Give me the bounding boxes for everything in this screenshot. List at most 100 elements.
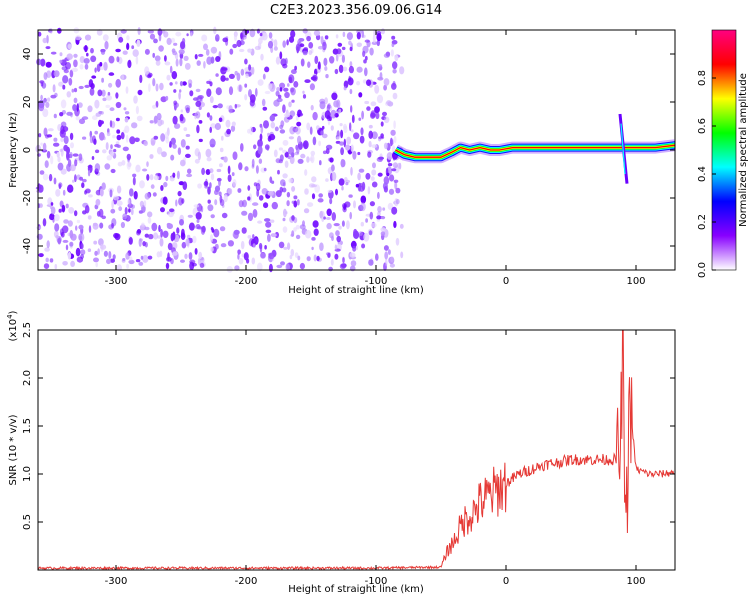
noise-speckle (257, 220, 263, 224)
noise-speckle (185, 238, 190, 247)
noise-speckle (366, 79, 372, 86)
noise-speckle (40, 58, 46, 67)
noise-speckle (132, 176, 136, 186)
noise-speckle (370, 222, 377, 228)
noise-speckle (334, 253, 339, 260)
noise-speckle (341, 46, 346, 51)
noise-speckle (297, 135, 302, 145)
noise-speckle (55, 235, 59, 239)
noise-speckle (393, 220, 397, 229)
noise-speckle (166, 223, 173, 230)
noise-speckle (383, 78, 390, 86)
noise-speckle (52, 84, 56, 93)
noise-speckle (392, 61, 398, 70)
noise-speckle (126, 42, 130, 51)
noise-speckle (157, 235, 162, 239)
noise-speckle (342, 257, 345, 264)
noise-speckle (344, 201, 351, 208)
noise-speckle (197, 95, 204, 100)
spectrogram-y-label: Frequency (Hz) (8, 112, 19, 188)
noise-speckle (160, 228, 164, 238)
noise-speckle (143, 140, 148, 147)
noise-speckle (50, 202, 54, 206)
noise-speckle (133, 95, 138, 104)
noise-speckle (350, 260, 357, 267)
noise-speckle (231, 121, 236, 127)
noise-speckle (353, 230, 360, 239)
noise-speckle (361, 30, 365, 38)
noise-speckle (334, 68, 339, 75)
noise-speckle (139, 180, 145, 189)
noise-speckle (142, 255, 149, 263)
noise-speckle (363, 59, 367, 64)
noise-speckle (283, 246, 288, 250)
noise-speckle (117, 161, 123, 167)
noise-speckle (282, 104, 286, 113)
noise-speckle (265, 229, 272, 234)
noise-speckle (106, 155, 113, 161)
noise-speckle (128, 237, 133, 245)
noise-speckle (261, 98, 266, 107)
noise-speckle (74, 159, 78, 167)
noise-speckle (78, 224, 84, 230)
noise-speckle (191, 262, 197, 267)
noise-speckle (377, 76, 384, 81)
noise-speckle (113, 195, 119, 201)
noise-speckle (39, 170, 45, 175)
noise-speckle (284, 160, 289, 168)
noise-speckle (291, 69, 297, 75)
noise-speckle (181, 228, 185, 237)
noise-speckle (135, 164, 141, 173)
noise-speckle (309, 83, 315, 91)
noise-speckle (252, 243, 256, 248)
noise-speckle (177, 190, 182, 197)
noise-speckle (257, 262, 263, 272)
noise-speckle (257, 145, 263, 155)
noise-speckle (42, 142, 47, 151)
noise-speckle (68, 77, 73, 86)
noise-speckle (383, 186, 388, 193)
noise-speckle (257, 79, 264, 86)
noise-speckle (184, 253, 188, 259)
noise-speckle (368, 124, 373, 129)
snr-series-line (37, 329, 675, 571)
noise-speckle (96, 210, 101, 217)
noise-speckle (294, 65, 297, 71)
noise-speckle (237, 253, 240, 260)
noise-speckle (63, 69, 69, 74)
noise-speckle (53, 177, 57, 185)
noise-speckle (267, 135, 272, 142)
noise-speckle (144, 48, 150, 55)
noise-speckle (331, 171, 337, 181)
noise-speckle (348, 65, 354, 74)
noise-speckle (350, 105, 353, 113)
noise-speckle (210, 246, 214, 252)
noise-speckle (78, 235, 83, 241)
noise-speckle (142, 241, 146, 247)
noise-speckle (108, 251, 112, 259)
noise-speckle (341, 54, 345, 63)
noise-speckle (327, 103, 330, 113)
noise-speckle (62, 75, 69, 84)
noise-speckle (67, 184, 74, 193)
noise-speckle (89, 134, 93, 144)
noise-speckle (212, 105, 218, 109)
noise-speckle (296, 121, 302, 127)
noise-speckle (378, 136, 385, 140)
noise-speckle (286, 191, 291, 198)
noise-speckle (122, 213, 128, 220)
noise-speckle (172, 143, 177, 149)
noise-speckle (115, 141, 120, 145)
noise-speckle (156, 251, 161, 258)
noise-speckle (176, 170, 180, 180)
noise-speckle (342, 206, 347, 213)
noise-speckle (339, 263, 346, 270)
noise-speckle (72, 153, 79, 157)
noise-speckle (359, 185, 365, 192)
noise-speckle (295, 115, 299, 121)
noise-speckle (173, 42, 178, 46)
noise-speckle (270, 233, 277, 238)
noise-speckle (303, 208, 310, 214)
noise-speckle (78, 153, 83, 161)
noise-speckle (165, 136, 169, 144)
